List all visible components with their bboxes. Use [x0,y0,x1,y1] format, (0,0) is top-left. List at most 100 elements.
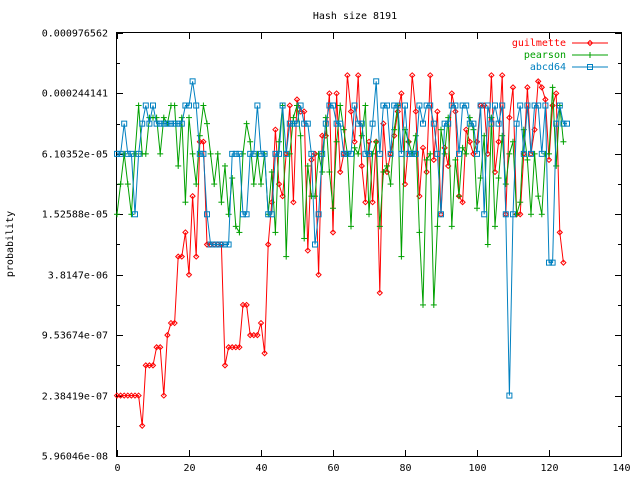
data-point-pearson [272,229,279,236]
data-point-pearson [448,223,455,230]
data-point-guilmette [419,144,427,152]
data-point-abcd64 [549,259,556,266]
data-point-abcd64 [355,120,362,127]
data-point-guilmette [376,289,384,297]
data-point-pearson [196,132,203,139]
data-point-abcd64 [135,150,142,157]
data-point-pearson [348,223,354,230]
data-point-abcd64 [319,150,326,157]
data-point-abcd64 [517,102,524,109]
data-point-abcd64 [366,150,372,157]
data-point-guilmette [509,84,517,91]
data-point-abcd64 [348,150,354,157]
series-pearson [114,84,567,308]
data-point-abcd64 [157,120,164,127]
data-point-abcd64 [445,120,452,127]
data-point-pearson [369,150,376,157]
data-point-guilmette [369,198,376,206]
data-point-abcd64 [258,150,264,157]
data-point-abcd64 [322,120,329,127]
data-point-abcd64 [384,102,390,109]
data-point-pearson [160,114,167,121]
data-point-guilmette [552,90,560,97]
data-point-pearson [193,181,200,188]
data-point-guilmette [304,247,312,254]
data-point-abcd64 [387,150,394,157]
data-point-abcd64 [286,120,293,127]
data-point-pearson [384,162,390,169]
data-point-pearson [463,150,470,157]
legend-label: guilmette [512,38,566,49]
data-point-pearson [315,150,322,157]
data-point-pearson [456,193,462,200]
data-point-pearson [243,120,250,127]
data-point-abcd64 [294,120,300,127]
data-point-pearson [517,199,524,206]
data-point-pearson [531,150,538,157]
data-point-pearson [218,199,225,206]
data-point-abcd64 [456,150,462,157]
data-point-abcd64 [340,150,347,157]
data-point-pearson [362,102,369,109]
data-point-pearson [200,102,207,109]
series-line-guilmette [117,75,564,426]
data-point-pearson [549,84,556,91]
chart-title: Hash size 8191 [313,11,397,22]
data-point-abcd64 [175,120,182,127]
data-point-pearson [132,150,138,157]
data-point-pearson [560,138,567,145]
data-point-abcd64 [506,392,513,399]
data-point-pearson [286,150,293,157]
data-point-abcd64 [250,150,257,157]
series-line-pearson [116,87,564,305]
data-point-abcd64 [463,102,470,109]
data-point-abcd64 [373,78,380,85]
data-point-pearson [484,241,491,248]
data-point-abcd64 [186,102,192,109]
data-point-guilmette [192,253,200,260]
plot-frame [116,32,622,457]
data-point-guilmette [560,259,567,266]
data-point-abcd64 [535,102,542,109]
data-point-pearson [538,211,545,218]
data-point-abcd64 [117,150,124,157]
series-guilmette [113,72,567,429]
data-point-abcd64 [272,150,279,157]
data-point-pearson [340,126,347,133]
data-point-abcd64 [358,120,365,127]
data-point-pearson [186,114,192,121]
data-point-guilmette [506,114,513,121]
data-point-pearson [492,223,498,230]
data-point-pearson [207,150,214,157]
data-point-pearson [358,132,365,139]
data-point-abcd64 [423,102,430,109]
data-point-abcd64 [265,211,272,218]
legend-marker [586,39,594,47]
data-point-abcd64 [409,150,416,157]
data-point-abcd64 [139,120,146,127]
x-tick-label: 40 [255,463,267,474]
data-point-pearson [412,132,419,139]
data-point-guilmette [135,392,142,399]
data-point-pearson [373,138,380,145]
data-point-abcd64 [146,120,153,127]
data-point-pearson [276,138,282,145]
data-point-pearson [135,102,142,109]
series-line-abcd64 [117,81,567,396]
data-point-pearson [502,181,509,188]
data-point-guilmette [290,198,297,206]
data-point-abcd64 [142,102,149,109]
data-point-pearson [268,168,275,175]
data-point-pearson [553,162,560,169]
data-point-abcd64 [200,150,207,157]
data-point-pearson [301,235,308,242]
data-point-abcd64 [308,150,315,157]
data-point-guilmette [300,108,308,115]
data-point-guilmette [257,319,265,327]
data-point-pearson [438,126,444,133]
data-point-pearson [254,150,261,157]
data-point-abcd64 [243,211,250,218]
data-point-abcd64 [189,78,196,85]
data-point-abcd64 [196,150,203,157]
